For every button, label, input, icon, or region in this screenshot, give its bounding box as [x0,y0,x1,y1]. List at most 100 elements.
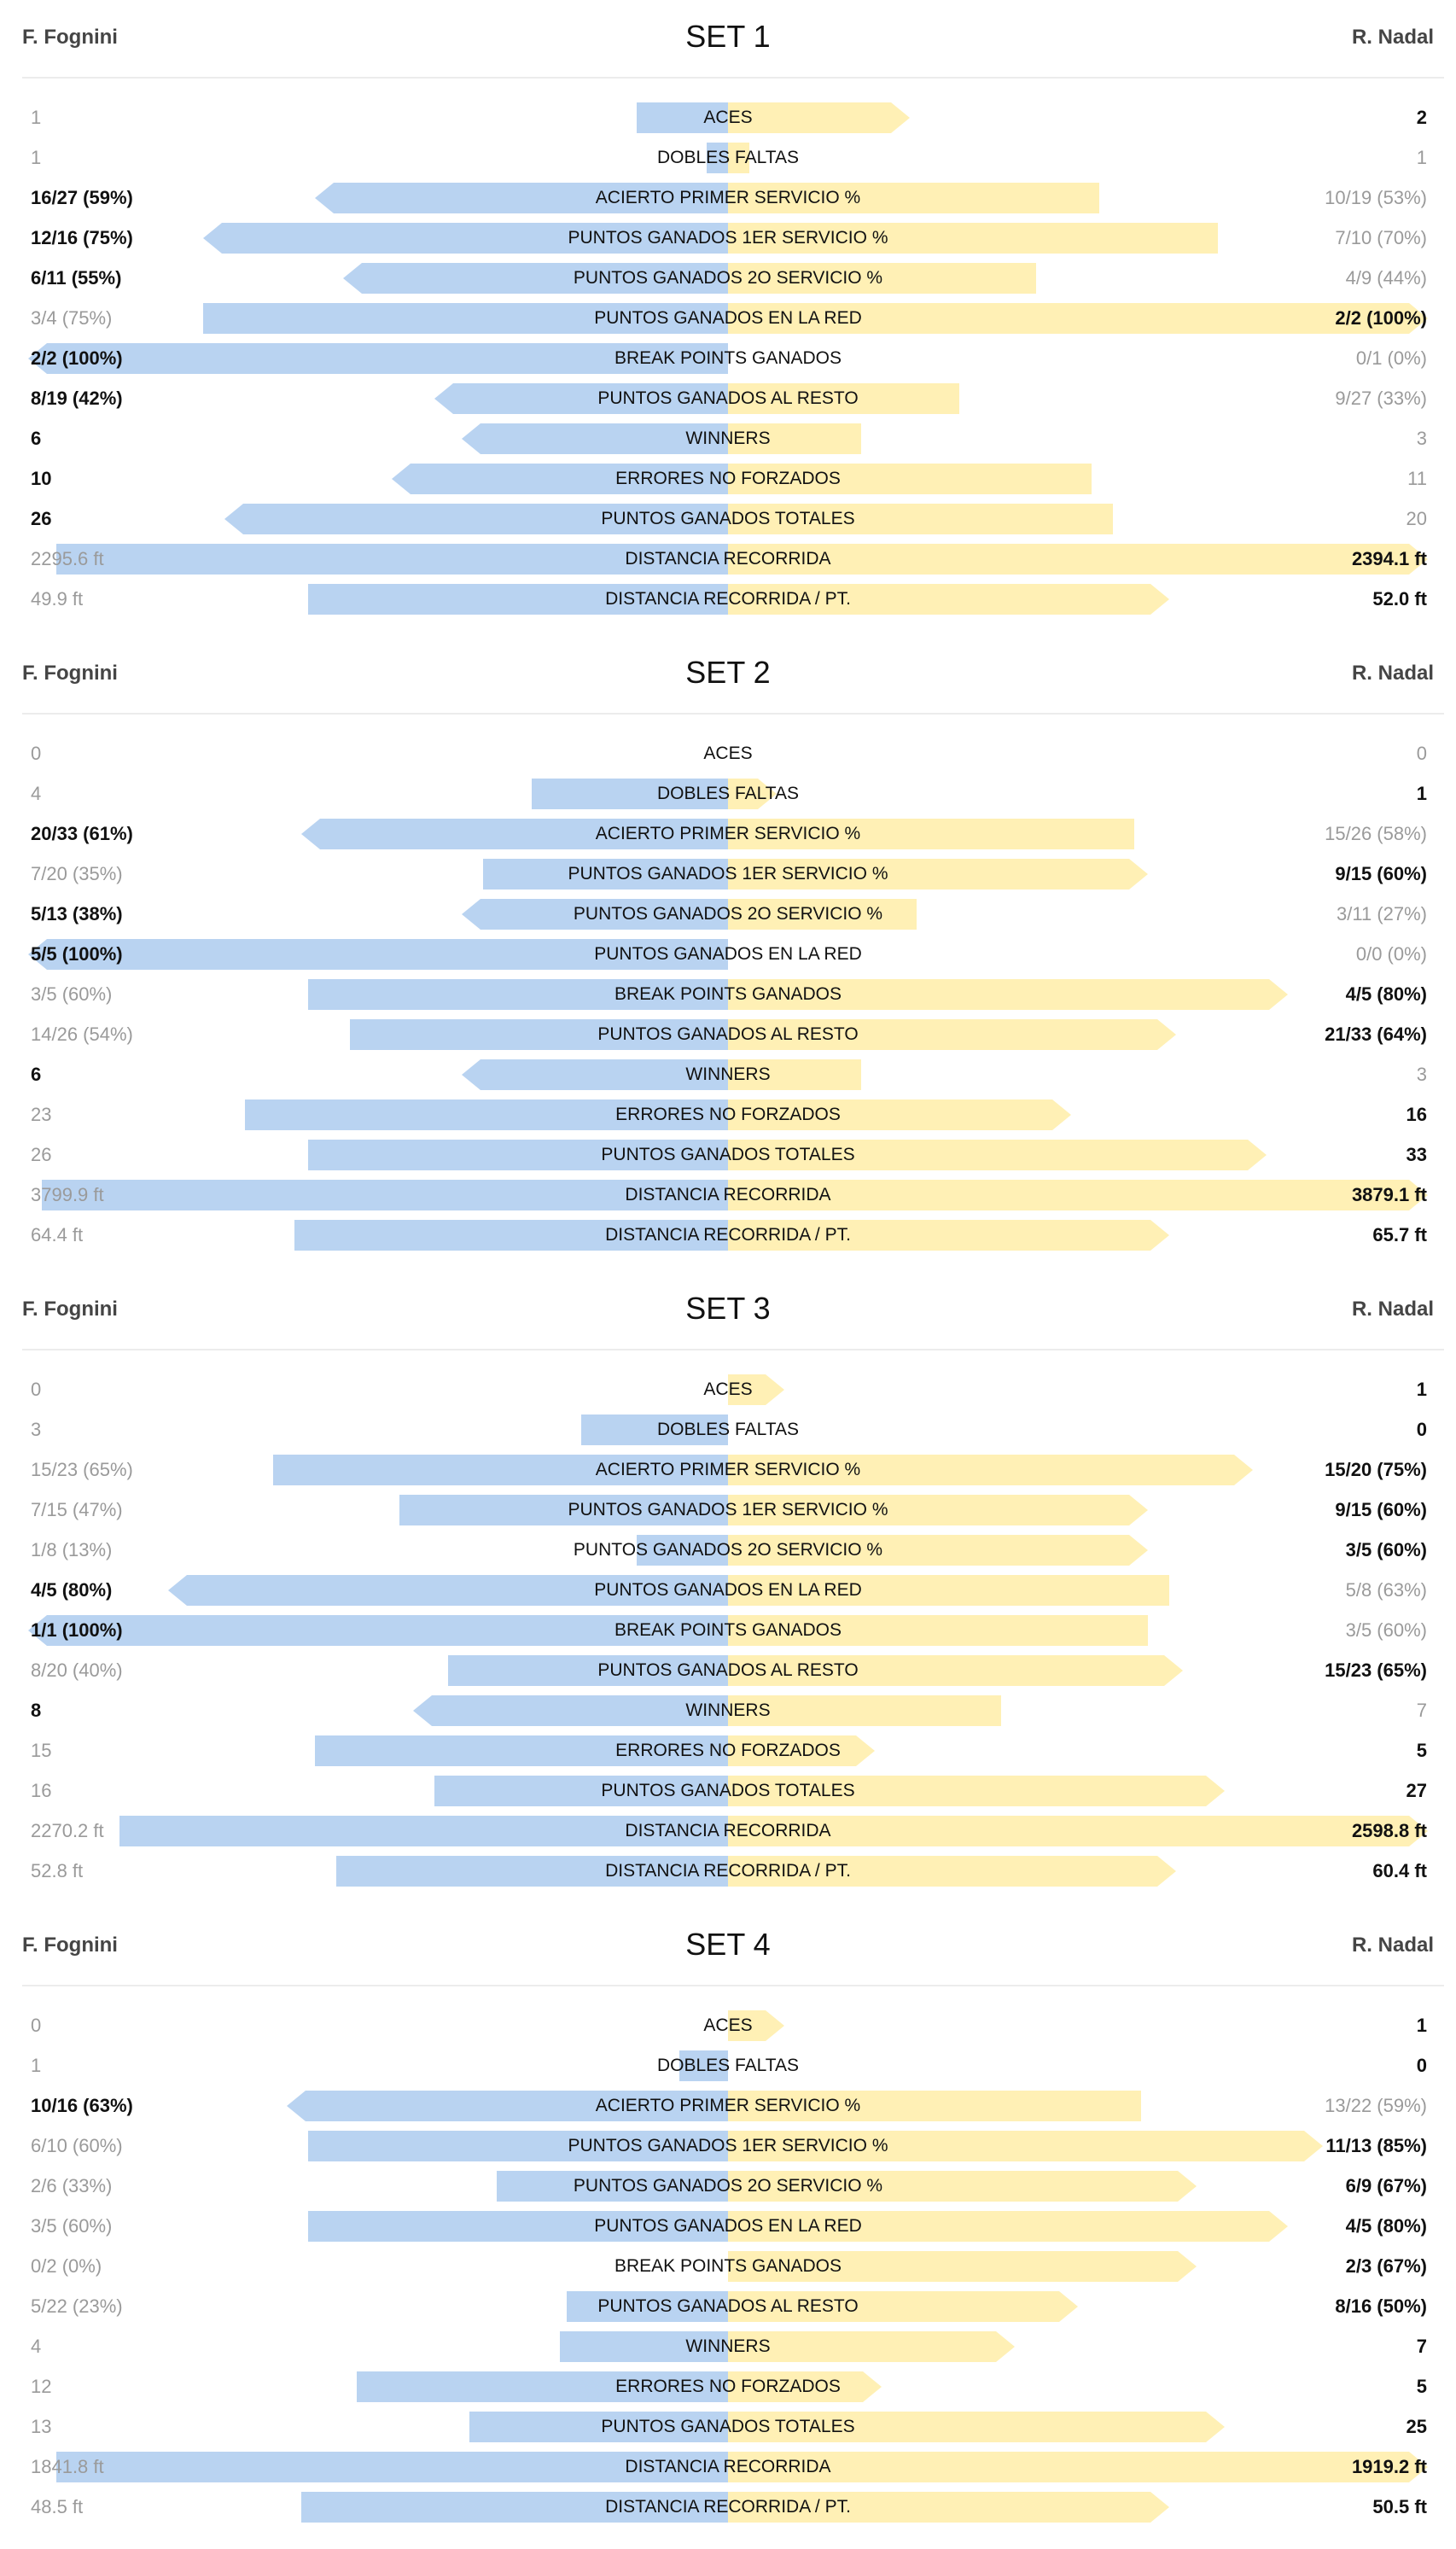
player-left-bar [413,1695,728,1726]
stat-label: ACES [703,1379,753,1399]
player-left-bar [224,504,728,534]
player-right-bar [728,1220,1169,1251]
set-title: SET 1 [685,19,771,54]
player-right-bar [728,1575,1169,1606]
stat-label: PUNTOS GANADOS AL RESTO [597,388,859,408]
stat-label: DOBLES FALTAS [656,2056,800,2075]
stat-row: ACES 0 0 [0,738,1456,769]
stat-row: WINNERS 4 7 [0,2331,1456,2362]
stat-label: PUNTOS GANADOS 2O SERVICIO % [573,2176,883,2196]
player-right-value: 11 [1407,468,1427,489]
player-right-bar [728,1140,1267,1170]
player-left-bar [448,1655,728,1686]
player-left-value: 13 [31,2416,52,2437]
player-left-bar [28,939,728,970]
player-left-bar [28,1615,728,1646]
stat-label: ERRORES NO FORZADOS [615,1741,841,1760]
player-left-bar [245,1100,728,1130]
player-right-value: 1 [1416,783,1427,804]
stat-row: BREAK POINTS GANADOS 3/5 (60%) 4/5 (80%) [0,979,1456,1010]
player-left-bar [567,2291,728,2322]
stat-row: DISTANCIA RECORRIDA 3799.9 ft 3879.1 ft [0,1180,1456,1210]
player-left-bar [294,1220,728,1251]
stat-label: BREAK POINTS GANADOS [614,984,842,1004]
player-left-name: F. Fognini [22,26,118,49]
player-left-value: 3/5 (60%) [31,2215,113,2237]
player-right-value: 2 [1416,107,1427,128]
stat-label: PUNTOS GANADOS 2O SERVICIO % [573,904,883,924]
stat-row: PUNTOS GANADOS 2O SERVICIO % 6/11 (55%) 4/… [0,263,1456,294]
set-title: SET 3 [685,1291,771,1326]
stat-label: PUNTOS GANADOS EN LA RED [594,944,862,964]
player-right-bar [728,1455,1253,1485]
player-right-value: 25 [1406,2416,1427,2437]
set-header: F. Fognini SET 3 R. Nadal [0,1272,1456,1350]
player-right-value: 6/9 (67%) [1345,2175,1427,2196]
stat-label: BREAK POINTS GANADOS [614,1620,842,1640]
player-left-value: 6 [31,1064,42,1085]
player-left-bar [308,2131,728,2161]
player-left-value: 5/22 (23%) [31,2295,123,2317]
player-right-bar [728,303,1428,334]
player-right-value: 16 [1406,1104,1427,1125]
player-right-bar [728,819,1134,849]
stat-label: WINNERS [685,1065,771,1084]
player-right-bar [728,504,1113,534]
stat-row: PUNTOS GANADOS EN LA RED 3/4 (75%) 2/2 (10… [0,303,1456,334]
player-right-value: 7 [1416,1700,1427,1721]
stat-row: ACIERTO PRIMER SERVICIO % 15/23 (65%) 15/2… [0,1455,1456,1485]
player-right-bar [728,2452,1428,2482]
player-left-value: 3799.9 ft [31,1184,104,1205]
stat-label: WINNERS [685,1700,771,1720]
player-left-bar [42,1180,728,1210]
stat-label: BREAK POINTS GANADOS [614,348,842,368]
player-left-bar [560,2331,728,2362]
player-left-value: 4/5 (80%) [31,1579,113,1601]
stat-row: ACIERTO PRIMER SERVICIO % 16/27 (59%) 10/1… [0,183,1456,213]
stat-label: PUNTOS GANADOS 2O SERVICIO % [573,268,883,288]
player-left-value: 5/13 (38%) [31,903,123,925]
player-left-value: 16/27 (59%) [31,187,133,208]
player-left-value: 8 [31,1700,42,1721]
player-left-value: 4 [31,2336,42,2357]
stat-row: DOBLES FALTAS 3 0 [0,1414,1456,1445]
player-right-bar [728,2331,1015,2362]
player-right-value: 0 [1416,743,1427,764]
player-left-value: 5/5 (100%) [31,943,123,965]
player-right-bar [728,2412,1225,2442]
player-left-value: 7/15 (47%) [31,1499,123,1520]
stat-row: PUNTOS GANADOS 1ER SERVICIO % 12/16 (75%)… [0,223,1456,254]
player-left-value: 14/26 (54%) [31,1024,133,1045]
stat-row: DOBLES FALTAS 1 0 [0,2050,1456,2081]
stat-row: PUNTOS GANADOS 2O SERVICIO % 5/13 (38%) 3/… [0,899,1456,930]
player-left-bar [357,2371,728,2402]
stat-label: PUNTOS GANADOS 1ER SERVICIO % [568,228,888,248]
set-4-section: F. Fognini SET 4 R. Nadal ACES 0 1 DOBLES FALT… [0,1908,1456,2544]
stat-label: PUNTOS GANADOS TOTALES [601,2417,855,2436]
stat-label: PUNTOS GANADOS TOTALES [601,1781,855,1800]
player-left-value: 49.9 ft [31,588,84,610]
player-left-value: 6/11 (55%) [31,267,122,289]
player-left-value: 20/33 (61%) [31,823,133,844]
player-left-value: 1/8 (13%) [31,1539,113,1560]
player-right-value: 7 [1416,2336,1427,2357]
stat-label: ACES [703,2015,753,2035]
player-right-bar [728,584,1169,615]
stat-row: DISTANCIA RECORRIDA / PT. 52.8 ft 60.4 ft [0,1856,1456,1887]
player-right-bar [728,102,910,133]
stat-row: ERRORES NO FORZADOS 15 5 [0,1735,1456,1766]
player-left-value: 1 [31,107,42,128]
player-right-value: 2394.1 ft [1351,548,1427,569]
stat-row: DISTANCIA RECORRIDA / PT. 64.4 ft 65.7 ft [0,1220,1456,1251]
player-right-value: 27 [1406,1780,1427,1801]
player-right-bar [728,1655,1183,1686]
player-left-bar [301,819,728,849]
stat-label: DOBLES FALTAS [656,1420,800,1439]
stat-row: WINNERS 6 3 [0,1059,1456,1090]
stat-row: PUNTOS GANADOS AL RESTO 14/26 (54%) 21/33 … [0,1019,1456,1050]
stat-label: DISTANCIA RECORRIDA / PT. [605,1225,851,1245]
stat-label: PUNTOS GANADOS AL RESTO [597,2296,859,2316]
stat-label: PUNTOS GANADOS AL RESTO [597,1024,859,1044]
player-right-bar [728,183,1099,213]
player-left-value: 10/16 (63%) [31,2095,133,2116]
